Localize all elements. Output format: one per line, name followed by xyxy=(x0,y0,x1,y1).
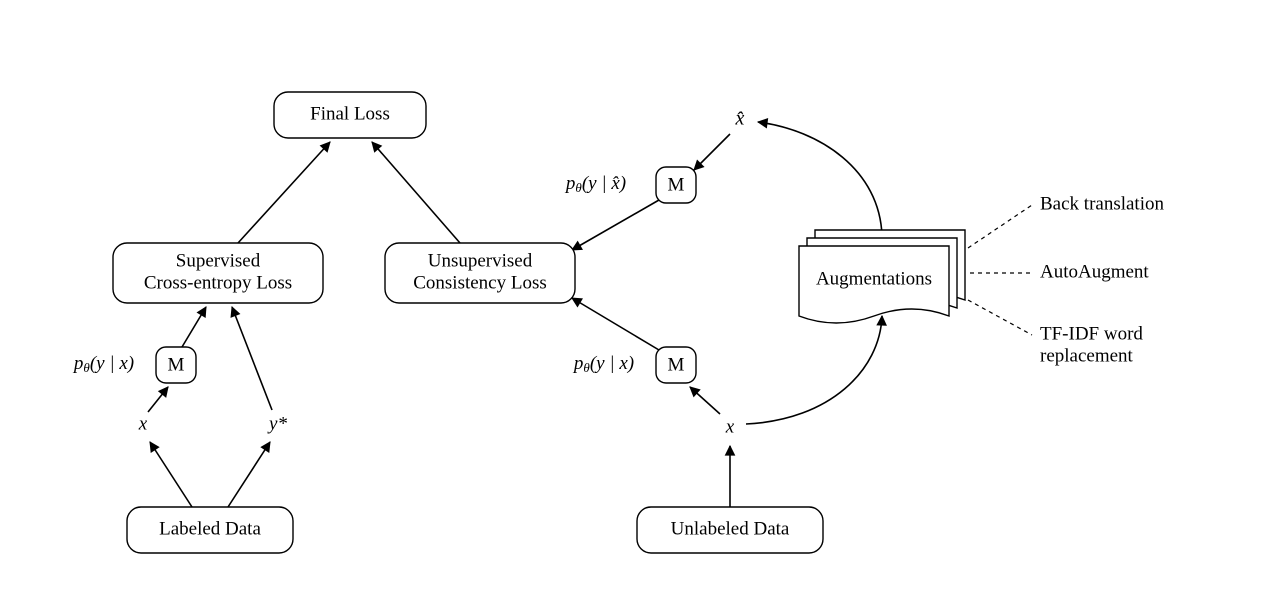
augmentations-label: Augmentations xyxy=(816,268,932,289)
unsupervised-line2: Consistency Loss xyxy=(413,272,547,293)
labeled-data-node: Labeled Data xyxy=(127,507,293,553)
aug-item-autoaugment: AutoAugment xyxy=(1040,261,1149,282)
model-box-m2: M xyxy=(656,347,696,383)
prob-label-p2: pθ(y | x) xyxy=(572,353,634,375)
final-loss-label: Final Loss xyxy=(310,103,390,124)
edge-x2-to-m2 xyxy=(690,387,720,414)
m3-label: M xyxy=(668,174,685,195)
labeled-data-label: Labeled Data xyxy=(159,518,261,539)
svg-text:pθ(y | x): pθ(y | x) xyxy=(572,353,634,375)
aug-item-tfidf-line1: TF-IDF word xyxy=(1040,323,1143,344)
edge-m1-to-supervised xyxy=(182,307,206,347)
edge-augmentations-to-xhat xyxy=(758,122,882,236)
model-box-m3: M xyxy=(656,167,696,203)
symbol-xhat: x̂ xyxy=(735,108,745,130)
unsupervised-loss-node: Unsupervised Consistency Loss xyxy=(385,243,575,303)
symbol-x1: x xyxy=(138,413,148,434)
svg-text:pθ(y | x̂): pθ(y | x̂) xyxy=(564,173,626,195)
prob-label-p1: pθ(y | x) xyxy=(72,353,134,375)
diagram-canvas: Augmentations Final Loss Supervised Cros… xyxy=(0,0,1262,610)
prob-label-p3: pθ(y | x̂) xyxy=(564,173,626,195)
m2-label: M xyxy=(668,354,685,375)
edge-x1-to-m1 xyxy=(148,387,168,412)
svg-text:pθ(y | x): pθ(y | x) xyxy=(72,353,134,375)
supervised-line1: Supervised xyxy=(176,250,261,271)
edge-ystar-to-supervised xyxy=(232,307,272,410)
edge-xhat-to-m3 xyxy=(694,134,730,170)
edge-x2-to-augmentations xyxy=(746,316,882,424)
aug-item-tfidf-line2: replacement xyxy=(1040,345,1134,366)
dash-aug-to-tfidf xyxy=(968,300,1032,335)
edge-labeled-to-x xyxy=(150,442,192,507)
edge-supervised-to-final xyxy=(238,142,330,243)
symbol-x2: x xyxy=(725,416,735,437)
unlabeled-data-label: Unlabeled Data xyxy=(671,518,790,539)
unsupervised-line1: Unsupervised xyxy=(428,250,533,271)
edge-unsupervised-to-final xyxy=(372,142,460,243)
aug-item-back-translation: Back translation xyxy=(1040,193,1164,214)
augmentations-node: Augmentations xyxy=(799,230,965,323)
edge-labeled-to-ystar xyxy=(228,442,270,507)
model-box-m1: M xyxy=(156,347,196,383)
supervised-line2: Cross-entropy Loss xyxy=(144,272,292,293)
unlabeled-data-node: Unlabeled Data xyxy=(637,507,823,553)
m1-label: M xyxy=(168,354,185,375)
edge-m3-to-unsupervised xyxy=(572,200,659,250)
dash-aug-to-back-translation xyxy=(968,205,1032,248)
edge-m2-to-unsupervised xyxy=(572,298,659,350)
final-loss-node: Final Loss xyxy=(274,92,426,138)
supervised-loss-node: Supervised Cross-entropy Loss xyxy=(113,243,323,303)
symbol-ystar: y* xyxy=(267,413,287,434)
